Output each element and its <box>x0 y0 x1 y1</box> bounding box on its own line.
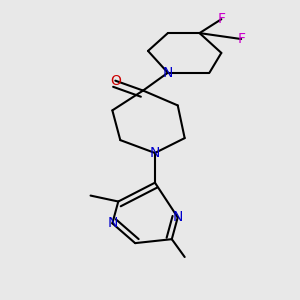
Text: F: F <box>237 32 245 46</box>
Text: N: N <box>163 66 173 80</box>
Text: N: N <box>150 146 160 160</box>
Text: N: N <box>107 216 118 230</box>
Text: O: O <box>110 74 121 88</box>
Text: F: F <box>217 12 225 26</box>
Text: N: N <box>172 210 183 224</box>
